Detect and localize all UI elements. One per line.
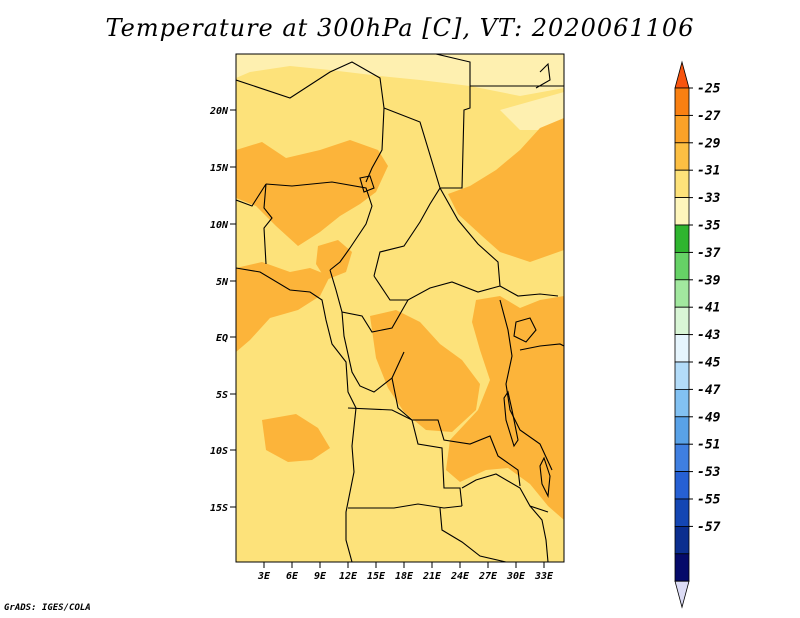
lat-axis: 20N 15N 10N 5N EQ 5S 10S 15S	[209, 106, 236, 514]
colorbar-swatch	[674, 142, 690, 171]
colorbar-swatch	[674, 388, 690, 418]
lon-axis: 3E 6E 9E 12E 15E 18E 21E 24E 27E 30E 33E	[257, 562, 554, 582]
field-orange-sahel	[236, 140, 388, 246]
lat-tick-label: 5S	[216, 390, 228, 401]
country-boundaries	[236, 54, 564, 562]
colorbar-label: -51	[697, 438, 720, 453]
lat-tick-label: 10S	[210, 446, 228, 457]
border-sudan-south	[439, 187, 559, 297]
field-orange-nigeria	[316, 240, 352, 280]
map-frame	[235, 53, 565, 563]
colorbar-swatch	[674, 334, 690, 363]
border-drc-east	[499, 299, 553, 471]
lon-tick-label: 18E	[395, 571, 414, 582]
border-car	[373, 275, 501, 301]
lat-tick-label: 10N	[210, 220, 229, 231]
colorbar-label: -39	[697, 273, 721, 288]
coastline	[236, 267, 357, 562]
lake-malawi	[539, 456, 551, 498]
colorbar-swatch	[674, 251, 690, 281]
border-tanzania	[519, 343, 564, 351]
border-namibia	[348, 503, 463, 509]
colorbar-label: -35	[697, 219, 721, 234]
colorbar-swatch	[674, 471, 690, 500]
lat-tick-label: 5N	[216, 277, 229, 288]
lon-tick-label: 21E	[422, 571, 442, 582]
colorbar-label: -43	[697, 328, 721, 343]
border-cameroon	[329, 269, 409, 333]
lon-tick-label: 15E	[367, 571, 386, 582]
field-orange-angola	[262, 414, 330, 462]
colorbar-swatch	[674, 115, 690, 144]
colorbar: -25 -27 -29 -31 -33 -35 -37 -39 -41 -43 -45 -47 -49 -…	[674, 60, 721, 609]
lat-tick-label: 20N	[209, 106, 229, 117]
colorbar-swatch	[674, 443, 690, 473]
colorbar-swatch	[674, 279, 690, 308]
lon-tick-label: 24E	[450, 571, 470, 582]
temperature-field	[236, 54, 564, 562]
colorbar-label: -49	[697, 410, 721, 425]
colorbar-top-arrow	[674, 60, 690, 89]
colorbar-swatch	[674, 361, 690, 390]
border-zambia	[461, 473, 549, 513]
colorbar-label: -53	[697, 465, 721, 480]
colorbar-swatch	[674, 306, 690, 336]
border-west	[236, 183, 273, 265]
colorbar-label: -37	[697, 246, 721, 261]
colorbar-bottom-arrow	[674, 580, 690, 609]
colorbar-label: -45	[697, 356, 721, 371]
field-orange-guinea	[236, 262, 330, 352]
lake-victoria	[513, 317, 537, 343]
credit-text: GrADS: IGES/COLA	[4, 603, 91, 613]
lon-tick-label: 3E	[257, 571, 271, 582]
colorbar-label: -27	[697, 109, 721, 124]
colorbar-label: -41	[697, 301, 720, 316]
field-light-ne	[500, 92, 564, 130]
border-north	[236, 61, 385, 183]
lon-tick-label: 12E	[339, 571, 358, 582]
lake-chad	[359, 175, 375, 193]
lon-tick-label: 27E	[478, 571, 498, 582]
colorbar-label: -31	[697, 164, 720, 179]
colorbar-swatch	[674, 526, 690, 555]
border-moz	[529, 505, 549, 562]
coast-ne	[535, 62, 551, 89]
lon-tick-label: 33E	[534, 571, 554, 582]
colorbar-swatch	[674, 553, 690, 582]
border-niger-nigeria	[265, 181, 373, 271]
border-south	[439, 507, 507, 562]
lon-tick-label: 9E	[314, 571, 327, 582]
colorbar-label: -57	[697, 520, 721, 535]
colorbar-label: -47	[697, 383, 721, 398]
lat-tick-label: 15N	[210, 163, 229, 174]
colorbar-swatch	[674, 169, 690, 198]
border-drc-south	[391, 377, 521, 487]
lon-tick-label: 6E	[286, 571, 299, 582]
colorbar-swatch	[674, 87, 690, 116]
colorbar-label: -29	[697, 136, 721, 151]
field-orange-east	[448, 118, 564, 262]
border-angola	[347, 407, 463, 507]
colorbar-swatch	[674, 224, 690, 253]
colorbar-label: -55	[697, 493, 721, 508]
field-orange-center	[370, 310, 480, 432]
border-chad	[373, 107, 441, 277]
lake-tanganyika	[503, 390, 519, 448]
colorbar-swatch	[674, 197, 690, 226]
colorbar-label: -25	[697, 82, 721, 97]
colorbar-swatch	[674, 498, 690, 527]
lon-tick-label: 30E	[506, 571, 526, 582]
border-libya-egypt	[435, 54, 471, 189]
lat-tick-label: 15S	[210, 503, 228, 514]
lat-tick-label: EQ	[216, 333, 228, 344]
colorbar-label: -33	[697, 191, 721, 206]
map-title: Temperature at 300hPa [C], VT: 202006110…	[105, 14, 695, 42]
colorbar-swatch	[674, 416, 690, 445]
